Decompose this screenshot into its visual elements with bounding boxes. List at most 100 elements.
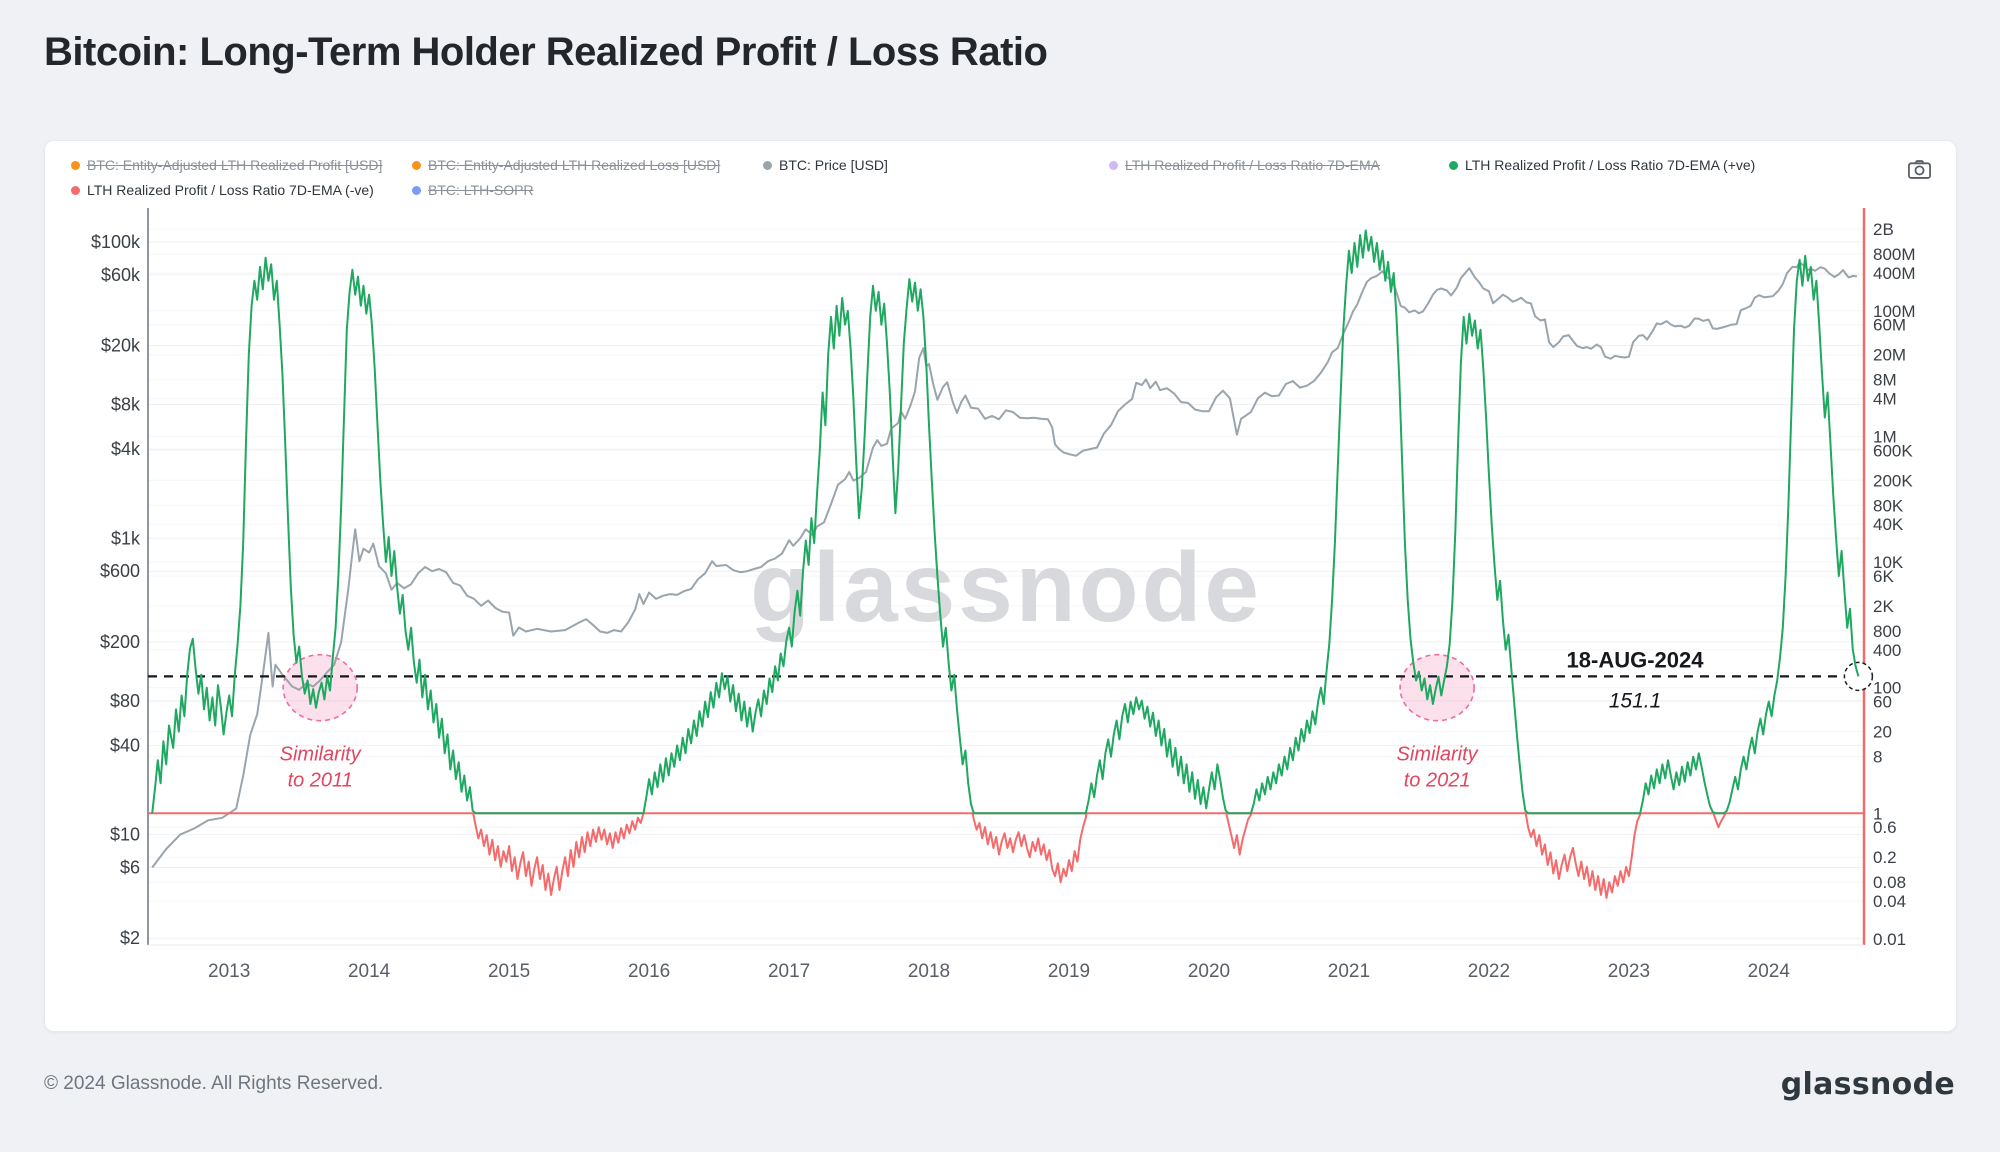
page-title: Bitcoin: Long-Term Holder Realized Profi…	[44, 30, 1048, 74]
legend-item-label: BTC: Entity-Adjusted LTH Realized Loss […	[428, 157, 721, 173]
ratio-negative-segment	[971, 813, 1088, 884]
y-right-tick-label: 20M	[1873, 346, 1906, 365]
watermark: glassnode	[750, 532, 1262, 642]
y-left-tick-label: $200	[100, 632, 140, 652]
y-right-tick-label: 8M	[1873, 371, 1897, 390]
y-left-axis: $100k $60k $20k $8k $4k $1k $600 $200 $80 $40 $10 $…	[91, 232, 141, 948]
legend-item-label: LTH Realized Profit / Loss Ratio 7D-EMA	[1125, 157, 1380, 173]
y-left-tick-label: $600	[100, 561, 140, 581]
glassnode-logo: glassnode	[1780, 1066, 1955, 1102]
similarity-label-line: Similarity	[1397, 744, 1479, 766]
y-right-tick-label: 1M	[1873, 427, 1897, 446]
x-tick-label: 2022	[1468, 961, 1510, 982]
y-right-tick-label: 1	[1873, 804, 1882, 823]
legend-item[interactable]: LTH Realized Profit / Loss Ratio 7D-EMA …	[1449, 157, 1856, 173]
y-right-tick-label: 0.2	[1873, 848, 1897, 867]
legend-dot-icon	[412, 160, 421, 170]
y-left-tick-label: $100k	[91, 232, 141, 252]
x-tick-label: 2018	[908, 961, 950, 982]
legend-item-label: BTC: Entity-Adjusted LTH Realized Profit…	[87, 157, 383, 173]
y-right-tick-label: 0.6	[1873, 818, 1897, 837]
legend-dot-icon	[1449, 160, 1458, 170]
y-right-tick-label: 8	[1873, 748, 1882, 767]
camera-icon	[1906, 156, 1933, 183]
y-right-tick-label: 0.04	[1873, 892, 1906, 911]
x-tick-label: 2015	[488, 961, 530, 982]
x-axis: 2013 2014 2015 2016 2017 2018 2019 2020 2021 2022…	[208, 961, 1790, 982]
ratio-negative-line	[472, 812, 1727, 899]
y-left-tick-label: $40	[110, 735, 140, 755]
x-tick-label: 2020	[1188, 961, 1230, 982]
x-tick-label: 2021	[1328, 961, 1370, 982]
y-right-tick-label: 6K	[1873, 567, 1894, 586]
y-right-tick-label: 80K	[1873, 496, 1904, 515]
ratio-positive-line	[151, 229, 1860, 815]
y-left-tick-label: $10	[110, 825, 140, 845]
y-left-tick-label: $4k	[111, 439, 141, 459]
y-left-tick-label: $6	[120, 858, 140, 878]
legend-dot-icon	[71, 160, 80, 170]
chart-legend: BTC: Entity-Adjusted LTH Realized Profit…	[71, 157, 1856, 198]
legend-item[interactable]: BTC: Entity-Adjusted LTH Realized Profit…	[71, 157, 412, 173]
legend-dot-icon	[1109, 160, 1118, 170]
ratio-negative-segment	[1524, 813, 1642, 899]
y-right-tick-label: 400M	[1873, 264, 1916, 283]
x-tick-label: 2023	[1608, 961, 1650, 982]
x-tick-label: 2014	[348, 961, 391, 982]
x-tick-label: 2024	[1748, 961, 1791, 982]
y-left-tick-label: $8k	[111, 395, 141, 415]
x-tick-label: 2017	[768, 961, 810, 982]
legend-item-label: LTH Realized Profit / Loss Ratio 7D-EMA …	[1465, 157, 1756, 173]
chart-panel: glassnode$100k$60k$20k$8k$4k$1k$600$200$…	[44, 140, 1957, 1032]
y-right-tick-label: 600K	[1873, 441, 1913, 460]
copyright-text: © 2024 Glassnode. All Rights Reserved.	[44, 1073, 384, 1094]
annotation-date-label: 18-AUG-2024	[1567, 647, 1705, 672]
y-right-tick-label: 400	[1873, 641, 1901, 660]
legend-item[interactable]: BTC: Entity-Adjusted LTH Realized Loss […	[412, 157, 763, 173]
camera-button[interactable]	[1900, 153, 1938, 185]
ratio-negative-segment	[1225, 813, 1253, 856]
legend-item[interactable]: LTH Realized Profit / Loss Ratio 7D-EMA …	[71, 182, 412, 198]
y-right-tick-label: 0.01	[1873, 930, 1906, 949]
annotation-value-label: 151.1	[1609, 689, 1662, 712]
similarity-label-line: to 2011	[288, 770, 353, 792]
chart: glassnode$100k$60k$20k$8k$4k$1k$600$200$…	[91, 208, 1916, 982]
ratio-negative-segment	[472, 813, 645, 896]
price-line	[151, 261, 1858, 869]
y-right-tick-label: 0.08	[1873, 873, 1906, 892]
similarity-annotation: Similarity to 2011	[280, 744, 362, 792]
y-right-tick-label: 60M	[1873, 316, 1906, 335]
similarity-label-line: to 2021	[1404, 770, 1471, 792]
x-tick-label: 2013	[208, 961, 250, 982]
y-right-tick-label: 100	[1873, 679, 1901, 698]
legend-item[interactable]: BTC: Price [USD]	[763, 157, 1109, 173]
y-right-tick-label: 10K	[1873, 553, 1904, 572]
gridlines	[148, 228, 1864, 940]
y-right-tick-label: 800	[1873, 622, 1901, 641]
y-right-tick-label: 100M	[1873, 302, 1916, 321]
legend-item[interactable]: BTC: LTH-SOPR	[412, 182, 763, 198]
legend-dot-icon	[763, 160, 772, 170]
x-tick-label: 2019	[1048, 961, 1090, 982]
y-left-tick-label: $20k	[101, 336, 141, 356]
legend-item[interactable]: LTH Realized Profit / Loss Ratio 7D-EMA	[1109, 157, 1449, 173]
y-right-tick-label: 2K	[1873, 597, 1894, 616]
legend-dot-icon	[412, 185, 421, 195]
footer: © 2024 Glassnode. All Rights Reserved. g…	[44, 1062, 1955, 1106]
y-right-tick-label: 2B	[1873, 220, 1894, 239]
y-right-tick-label: 800M	[1873, 245, 1916, 264]
ratio-negative-segment	[1712, 812, 1727, 829]
legend-item-label: LTH Realized Profit / Loss Ratio 7D-EMA …	[87, 182, 374, 198]
y-left-tick-label: $1k	[111, 528, 141, 548]
similarity-annotation: Similarity to 2021	[1397, 744, 1479, 792]
chart-plot-area[interactable]	[148, 218, 1864, 945]
y-left-tick-label: $2	[120, 928, 140, 948]
legend-item-label: BTC: LTH-SOPR	[428, 182, 534, 198]
similarity-label-line: Similarity	[280, 744, 362, 766]
y-left-tick-label: $80	[110, 691, 140, 711]
y-right-tick-label: 200K	[1873, 471, 1913, 490]
y-left-tick-label: $60k	[101, 265, 141, 285]
y-right-tick-label: 20	[1873, 723, 1892, 742]
y-right-tick-label: 40K	[1873, 515, 1904, 534]
